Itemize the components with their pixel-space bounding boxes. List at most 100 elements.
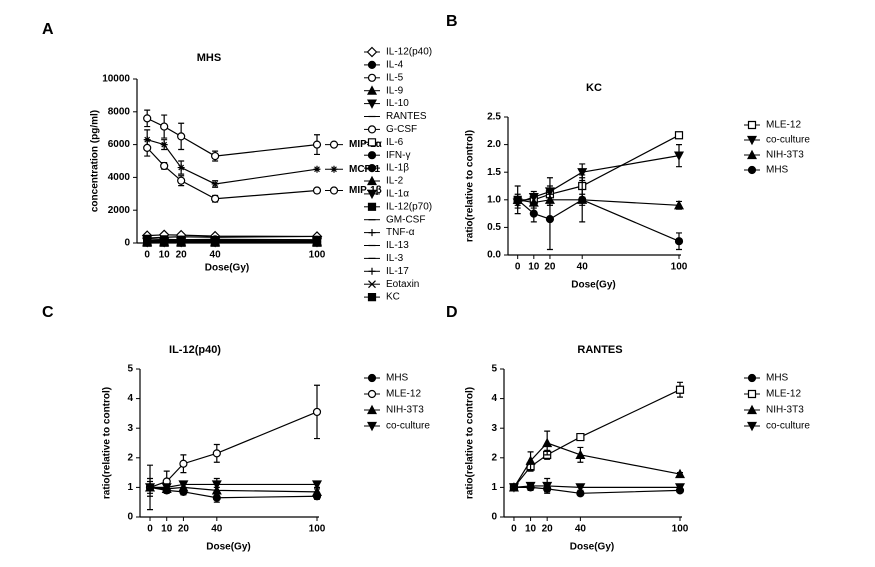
marker xyxy=(525,455,536,465)
marker xyxy=(577,168,588,178)
y-tick-label: 2.5 xyxy=(487,112,501,123)
legend-label: MHS xyxy=(386,373,409,384)
marker xyxy=(367,373,377,383)
marker xyxy=(367,189,377,200)
series-line xyxy=(149,486,318,499)
x-tick-label: 40 xyxy=(575,524,587,535)
marker xyxy=(368,267,376,275)
marker xyxy=(145,483,156,493)
legend-label: RANTES xyxy=(386,111,427,122)
legend-label: NIH-3T3 xyxy=(766,405,804,416)
marker xyxy=(747,404,757,415)
legend-label: NIH-3T3 xyxy=(766,150,804,161)
marker xyxy=(675,483,685,493)
series-line xyxy=(513,389,681,488)
marker xyxy=(367,421,377,432)
chart-title: IL-12(p40) xyxy=(169,344,221,356)
x-tick-label: 20 xyxy=(178,524,190,535)
series-line xyxy=(517,199,680,206)
chart-title: MHS xyxy=(197,52,221,64)
legend-label: IFN-γ xyxy=(386,150,410,161)
marker xyxy=(674,237,684,246)
marker xyxy=(747,389,757,399)
panel-letter: D xyxy=(446,304,458,321)
x-tick-label: 100 xyxy=(671,262,688,273)
y-tick-label: 6000 xyxy=(108,139,131,150)
marker xyxy=(367,60,377,70)
series-line xyxy=(513,442,681,488)
marker xyxy=(313,165,321,173)
marker xyxy=(747,373,757,383)
marker xyxy=(675,468,685,479)
marker xyxy=(211,485,222,495)
marker xyxy=(542,437,553,448)
marker xyxy=(178,480,189,490)
legend-label: IL-2 xyxy=(386,176,404,187)
x-tick-label: 0 xyxy=(147,524,153,535)
series-line xyxy=(517,199,680,242)
legend-label: IL-5 xyxy=(386,72,404,83)
y-tick-label: 3 xyxy=(491,423,497,434)
marker xyxy=(212,449,221,458)
x-tick-label: 100 xyxy=(672,524,689,535)
legend-label: co-culture xyxy=(766,135,810,146)
legend-label: G-CSF xyxy=(386,124,417,135)
x-tick-label: 40 xyxy=(210,250,222,261)
x-tick-label: 10 xyxy=(161,524,173,535)
y-tick-label: 2 xyxy=(127,452,133,463)
marker xyxy=(160,161,169,171)
marker xyxy=(367,164,377,173)
marker xyxy=(575,483,586,493)
legend-label: Eotaxin xyxy=(386,279,419,290)
x-tick-label: 20 xyxy=(176,250,188,261)
x-tick-label: 0 xyxy=(144,250,150,261)
x-tick-label: 10 xyxy=(528,262,540,273)
marker xyxy=(143,143,152,152)
marker xyxy=(529,209,538,218)
series-line xyxy=(513,485,680,488)
legend-label: KC xyxy=(386,292,400,303)
series-line xyxy=(146,117,318,157)
series-line xyxy=(150,483,317,488)
x-tick-label: 20 xyxy=(542,524,554,535)
series-line xyxy=(517,134,680,201)
x-tick-label: 20 xyxy=(544,262,556,273)
marker xyxy=(367,73,377,82)
legend-label: IL-1α xyxy=(386,189,409,200)
x-axis-label: Dose(Gy) xyxy=(205,263,249,274)
marker xyxy=(177,235,186,244)
x-tick-label: 0 xyxy=(511,524,517,535)
y-tick-label: 0 xyxy=(127,512,133,523)
y-tick-label: 10000 xyxy=(102,74,130,85)
marker xyxy=(542,481,553,492)
x-tick-label: 40 xyxy=(577,262,589,273)
marker xyxy=(160,141,168,149)
marker xyxy=(312,140,322,149)
panel-letter: A xyxy=(42,21,54,38)
series-line xyxy=(147,235,318,239)
marker xyxy=(367,125,377,134)
legend-label: MLE-12 xyxy=(766,389,801,400)
series-line xyxy=(513,486,681,494)
marker xyxy=(211,180,219,188)
legend-label: MHS xyxy=(766,373,789,384)
x-tick-label: 10 xyxy=(159,250,171,261)
series-line xyxy=(517,155,680,204)
series-line xyxy=(149,411,318,488)
legend-label: IL-6 xyxy=(386,137,404,148)
y-axis-label: ratio(relative to control) xyxy=(465,130,476,242)
marker xyxy=(575,449,586,459)
marker xyxy=(367,138,377,147)
x-tick-label: 100 xyxy=(309,524,326,535)
legend-label: co-culture xyxy=(766,421,810,432)
marker xyxy=(367,85,377,95)
legend-label: MLE-12 xyxy=(766,120,801,131)
marker xyxy=(674,151,684,161)
marker xyxy=(312,186,322,195)
legend-label: TNF-α xyxy=(386,227,415,238)
marker xyxy=(508,483,519,493)
y-tick-label: 0 xyxy=(124,238,130,249)
y-tick-label: 3 xyxy=(127,423,133,434)
y-tick-label: 8000 xyxy=(108,106,131,117)
y-tick-label: 4000 xyxy=(108,172,131,183)
